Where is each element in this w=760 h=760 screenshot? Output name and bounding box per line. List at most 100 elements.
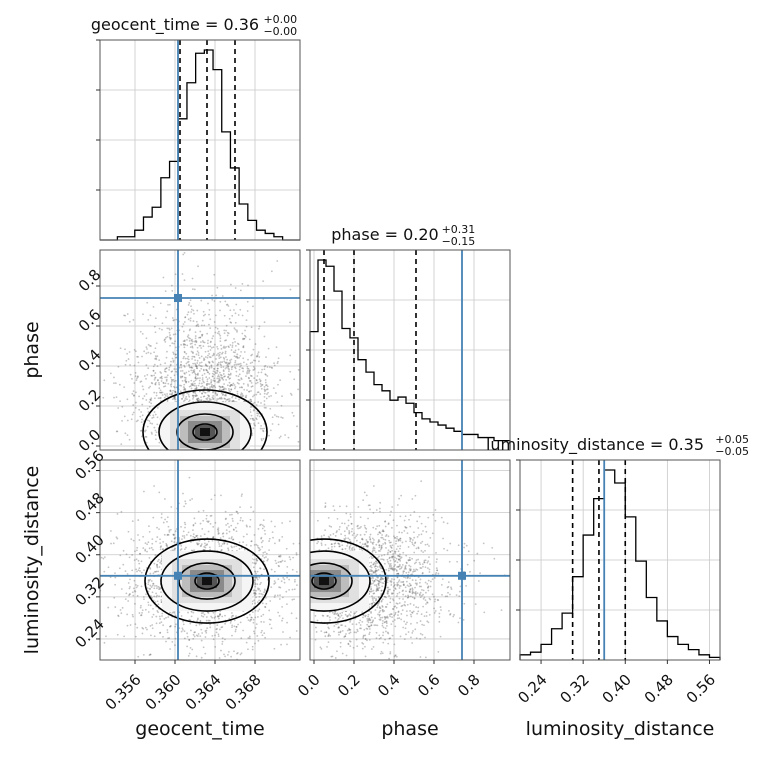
sample-point: [405, 580, 408, 583]
sample-point: [133, 394, 135, 397]
sample-point: [183, 535, 186, 537]
sample-point: [348, 545, 351, 548]
sample-point: [221, 351, 224, 354]
sample-point: [151, 374, 154, 377]
panel-title-phase: phase = 0.20: [331, 225, 438, 244]
sample-point: [308, 625, 310, 627]
sample-point: [423, 624, 425, 627]
sample-point: [156, 565, 158, 568]
sample-point: [164, 382, 167, 385]
sample-point: [137, 361, 140, 364]
sample-point: [434, 573, 437, 576]
sample-point: [413, 531, 415, 534]
sample-point: [208, 395, 210, 398]
sample-point: [144, 549, 147, 552]
sample-point: [211, 634, 214, 637]
sample-point: [372, 546, 375, 549]
sample-point: [154, 357, 156, 360]
sample-point: [343, 537, 346, 540]
sample-point: [142, 627, 145, 630]
sample-point: [151, 542, 154, 545]
sample-point: [195, 341, 198, 344]
sample-point: [235, 625, 238, 628]
sample-point: [223, 387, 226, 390]
sample-point: [227, 365, 230, 368]
sample-point: [373, 547, 376, 550]
sample-point: [388, 557, 391, 560]
sample-point: [210, 365, 213, 368]
sample-point: [182, 323, 185, 326]
sample-point: [286, 621, 288, 624]
sample-point: [230, 388, 233, 391]
sample-point: [250, 616, 253, 619]
sample-point: [149, 653, 152, 656]
sample-point: [195, 365, 198, 368]
sample-point: [277, 357, 280, 360]
sample-point: [215, 400, 218, 402]
sample-point: [262, 519, 265, 522]
sample-point: [191, 384, 194, 387]
sample-point: [453, 613, 455, 616]
sample-point: [169, 337, 172, 340]
sample-point: [187, 355, 190, 358]
sample-point: [148, 420, 151, 422]
sample-point: [213, 380, 216, 383]
sample-point: [158, 586, 161, 589]
sample-point: [199, 336, 202, 339]
sample-point: [349, 544, 352, 546]
sample-point: [379, 510, 381, 513]
sample-point: [426, 561, 429, 564]
sample-point: [159, 561, 162, 564]
sample-point: [164, 368, 166, 371]
sample-point: [189, 317, 192, 320]
sample-point: [228, 362, 231, 365]
sample-point: [252, 427, 255, 430]
sample-point: [171, 357, 174, 360]
sample-point: [232, 520, 234, 522]
sample-point: [379, 566, 382, 569]
sample-point: [172, 385, 175, 388]
sample-point: [433, 612, 436, 614]
sample-point: [159, 363, 162, 366]
sample-point: [209, 327, 212, 330]
sample-point: [216, 286, 219, 289]
sample-point: [231, 517, 234, 520]
sample-point: [259, 380, 262, 383]
sample-point: [416, 535, 419, 538]
sample-point: [169, 624, 172, 627]
sample-point: [291, 598, 294, 601]
sample-point: [229, 390, 232, 393]
sample-point: [190, 382, 193, 385]
sample-point: [370, 611, 372, 613]
sample-point: [149, 588, 152, 590]
sample-point: [373, 539, 375, 541]
sample-point: [196, 359, 199, 362]
sample-point: [257, 588, 260, 591]
sample-point: [219, 386, 222, 389]
sample-point: [381, 622, 384, 625]
sample-point: [354, 612, 357, 614]
sample-point: [261, 427, 264, 430]
sample-point: [261, 593, 264, 596]
sample-point: [260, 537, 262, 540]
sample-point: [374, 551, 377, 554]
sample-point: [219, 300, 222, 303]
sample-point: [376, 588, 378, 591]
sample-point: [422, 551, 425, 554]
sample-point: [182, 330, 185, 333]
sample-point: [283, 578, 286, 581]
sample-point: [217, 615, 220, 618]
sample-point: [167, 534, 170, 536]
sample-point: [188, 668, 190, 670]
sample-point: [252, 589, 255, 592]
sample-point: [121, 405, 124, 408]
sample-point: [169, 528, 172, 531]
sample-point: [180, 384, 183, 387]
sample-point: [229, 361, 232, 364]
sample-point: [230, 524, 233, 527]
sample-point: [384, 541, 386, 544]
sample-point: [97, 429, 99, 431]
sample-point: [249, 398, 252, 401]
sample-point: [415, 592, 417, 595]
sample-point: [154, 570, 157, 573]
